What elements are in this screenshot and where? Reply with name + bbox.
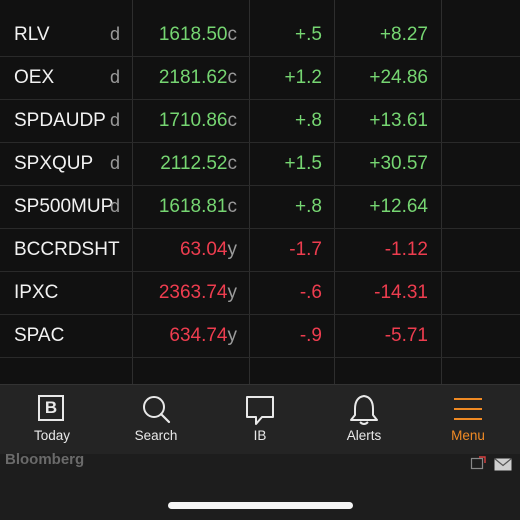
quote-symbol: RLV bbox=[14, 24, 50, 45]
quote-change: +.5 bbox=[295, 24, 322, 45]
quote-change: -.9 bbox=[299, 325, 322, 346]
search-icon bbox=[139, 393, 173, 427]
quote-price-cell: 63.04y bbox=[180, 228, 237, 271]
bell-icon bbox=[347, 393, 381, 427]
quote-row[interactable]: BCCRDSHT 63.04y -1.7 -1.12 bbox=[0, 228, 520, 272]
bottom-tab-bar: B Today Search IB Alerts Menu bbox=[0, 384, 520, 455]
hamburger-menu-icon bbox=[451, 393, 485, 427]
quote-flag: d bbox=[109, 110, 120, 130]
quote-table: RLV d 1618.50c +.5 +8.27 OEX d 2181.62c +1.2 +24.… bbox=[0, 0, 520, 384]
column-divider bbox=[249, 0, 250, 384]
quote-price-cell: 2181.62c bbox=[159, 56, 237, 99]
footer-icons bbox=[470, 456, 514, 472]
quote-flag bbox=[108, 228, 122, 271]
quote-flag: d bbox=[109, 67, 120, 87]
quote-symbol: SP500MUP bbox=[14, 196, 114, 217]
quote-price: 1618.81 bbox=[158, 196, 228, 217]
quote-price: 2363.74 bbox=[158, 282, 228, 303]
quote-row[interactable]: SPXQUP d 2112.52c +1.5 +30.57 bbox=[0, 142, 520, 186]
quote-price-source: c bbox=[227, 24, 238, 45]
quote-row[interactable]: RLV d 1618.50c +.5 +8.27 bbox=[0, 13, 520, 57]
quote-change: +1.2 bbox=[284, 67, 322, 88]
quote-flag: d bbox=[109, 196, 120, 216]
quote-price: 1710.86 bbox=[158, 110, 228, 131]
quote-row[interactable]: SPDAUDP d 1710.86c +.8 +13.61 bbox=[0, 99, 520, 143]
quote-change: -.6 bbox=[299, 282, 322, 303]
quote-symbol: IPXC bbox=[14, 282, 59, 303]
home-indicator[interactable] bbox=[168, 502, 353, 509]
mail-icon[interactable] bbox=[494, 458, 512, 471]
tab-alerts[interactable]: Alerts bbox=[312, 385, 416, 455]
quote-symbol: SPXQUP bbox=[14, 153, 94, 174]
quote-row[interactable]: SP500MUP d 1618.81c +.8 +12.64 bbox=[0, 185, 520, 229]
quote-price: 2112.52 bbox=[160, 153, 228, 174]
tab-ib[interactable]: IB bbox=[208, 385, 312, 455]
quote-flag: d bbox=[109, 24, 120, 44]
bloomberg-b-icon: B bbox=[35, 393, 69, 427]
tab-today[interactable]: B Today bbox=[0, 385, 104, 455]
quote-price: 63.04 bbox=[179, 239, 228, 260]
quote-price-source: c bbox=[227, 110, 238, 131]
tab-today-label: Today bbox=[33, 428, 71, 443]
quote-price: 2181.62 bbox=[158, 67, 228, 88]
quote-change-pct: +13.61 bbox=[369, 110, 428, 131]
quote-change: +.8 bbox=[295, 110, 322, 131]
quote-row[interactable]: OEX d 2181.62c +1.2 +24.86 bbox=[0, 56, 520, 100]
quote-change-pct: +24.86 bbox=[369, 67, 428, 88]
quote-price-source: c bbox=[227, 67, 238, 88]
tab-search[interactable]: Search bbox=[104, 385, 208, 455]
chat-bubble-icon bbox=[243, 393, 277, 427]
tab-search-label: Search bbox=[134, 428, 178, 443]
ad-footer: Bloomberg bbox=[0, 451, 520, 520]
ad-choices-icon[interactable] bbox=[470, 456, 486, 472]
quote-change-pct: +8.27 bbox=[379, 24, 428, 45]
quote-change-pct: +30.57 bbox=[369, 153, 428, 174]
column-divider bbox=[132, 0, 133, 384]
quote-price-source: c bbox=[227, 153, 238, 174]
quote-price-cell: 1618.50c bbox=[159, 13, 237, 56]
bloomberg-brand: Bloomberg bbox=[5, 451, 85, 468]
quote-price-cell: 1618.81c bbox=[159, 185, 237, 228]
quote-change: -1.7 bbox=[289, 239, 322, 260]
quote-row[interactable]: IPXC 2363.74y -.6 -14.31 bbox=[0, 271, 520, 315]
tab-menu[interactable]: Menu bbox=[416, 385, 520, 455]
tab-alerts-label: Alerts bbox=[346, 428, 382, 443]
quote-symbol: SPAC bbox=[14, 325, 65, 346]
quote-symbol: BCCRDSHT bbox=[14, 239, 120, 260]
quote-symbol: SPDAUDP bbox=[14, 110, 106, 131]
quote-change-pct: -14.31 bbox=[374, 282, 428, 303]
quote-price-source: y bbox=[227, 282, 238, 303]
tab-ib-label: IB bbox=[253, 428, 267, 443]
quote-price-source: y bbox=[227, 325, 238, 346]
quote-price-source: c bbox=[227, 196, 238, 217]
tab-menu-label: Menu bbox=[451, 428, 485, 443]
quote-change-pct: -1.12 bbox=[384, 239, 428, 260]
quote-price-cell: 2112.52c bbox=[160, 142, 237, 185]
quote-flag bbox=[108, 314, 122, 357]
quote-price-cell: 634.74y bbox=[169, 314, 237, 357]
quote-flag: d bbox=[109, 153, 120, 173]
quote-change: +1.5 bbox=[284, 153, 322, 174]
quote-row[interactable]: SPAC 634.74y -.9 -5.71 bbox=[0, 314, 520, 358]
quote-change-pct: -5.71 bbox=[384, 325, 428, 346]
quote-price: 634.74 bbox=[169, 325, 228, 346]
quote-change-pct: +12.64 bbox=[369, 196, 428, 217]
quote-flag bbox=[108, 271, 122, 314]
quote-price-source: y bbox=[227, 239, 238, 260]
quote-price-cell: 1710.86c bbox=[159, 99, 237, 142]
quote-price-cell: 2363.74y bbox=[159, 271, 237, 314]
column-divider bbox=[334, 0, 335, 384]
quote-price: 1618.50 bbox=[158, 24, 228, 45]
quote-change: +.8 bbox=[295, 196, 322, 217]
column-divider bbox=[441, 0, 442, 384]
quote-symbol: OEX bbox=[14, 67, 55, 88]
